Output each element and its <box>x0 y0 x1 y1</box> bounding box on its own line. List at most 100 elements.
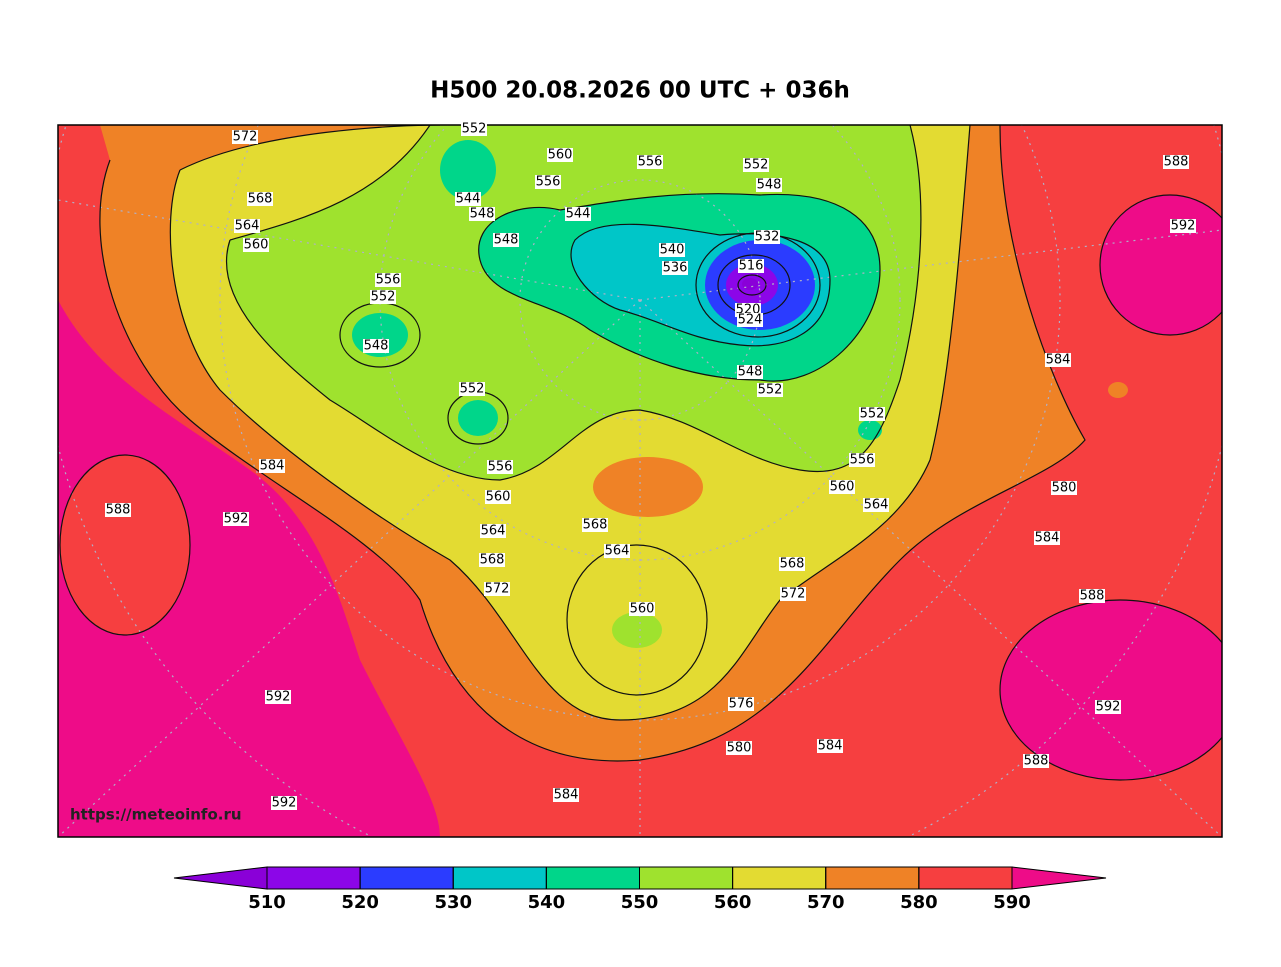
label-bg <box>370 290 396 304</box>
label-bg <box>259 459 285 473</box>
colorbar-segment <box>732 866 827 890</box>
label-bg <box>1079 589 1105 603</box>
contour-label: 564 <box>605 544 630 559</box>
label-bg <box>662 261 688 275</box>
colorbar-extend <box>1011 866 1107 890</box>
label-bg <box>629 602 655 616</box>
colorbar-tick-label: 590 <box>993 892 1031 913</box>
contour-label: 592 <box>266 690 291 705</box>
label-bg <box>737 365 763 379</box>
contour-label: 556 <box>850 453 875 468</box>
title: H500 20.08.2026 00 UTC + 036h <box>430 78 850 104</box>
contour-label: 516 <box>739 259 764 274</box>
contour-label: 548 <box>494 233 519 248</box>
contour-label: 556 <box>488 460 513 475</box>
contour-label: 556 <box>638 155 663 170</box>
label-bg <box>728 697 754 711</box>
field <box>612 612 662 648</box>
label-bg <box>829 480 855 494</box>
map-frame <box>57 124 1223 838</box>
label-bg <box>863 498 889 512</box>
contour-label: 544 <box>456 192 481 207</box>
colorbar-tick-label: 580 <box>900 892 938 913</box>
contour-label: 552 <box>860 407 885 422</box>
contour-label: 584 <box>818 739 843 754</box>
contour-label: 524 <box>738 313 763 328</box>
contour-label: 560 <box>830 480 855 495</box>
colorbar-tick-label: 550 <box>621 892 659 913</box>
contour-label: 548 <box>364 339 389 354</box>
field <box>440 140 496 200</box>
graticule <box>58 125 1222 837</box>
contour-label: 588 <box>106 503 131 518</box>
label-bg <box>726 741 752 755</box>
contour-label: 548 <box>738 365 763 380</box>
label-bg <box>265 690 291 704</box>
contour-label: 552 <box>744 158 769 173</box>
colorbar-tick-label: 570 <box>807 892 845 913</box>
label-bg <box>485 490 511 504</box>
label-bg <box>1170 219 1196 233</box>
label-bg <box>1095 700 1121 714</box>
contour-label: 532 <box>755 230 780 245</box>
contour-label: 584 <box>1046 353 1071 368</box>
label-bg <box>565 207 591 221</box>
contour-label: 556 <box>376 273 401 288</box>
label-bg <box>604 544 630 558</box>
contour-label: 592 <box>1171 219 1196 234</box>
contour-label: 568 <box>780 557 805 572</box>
colorbar-segment <box>639 866 734 890</box>
contour-label: 564 <box>481 524 506 539</box>
label-bg <box>1045 353 1071 367</box>
label-bg <box>582 518 608 532</box>
colorbar-tick-label: 510 <box>248 892 286 913</box>
label-bg <box>105 503 131 517</box>
contour-label: 572 <box>781 587 806 602</box>
field <box>1100 195 1222 335</box>
contour-label: 552 <box>460 382 485 397</box>
label-bg <box>859 407 885 421</box>
contour-label: 552 <box>371 290 396 305</box>
map-area <box>58 125 1222 837</box>
contour-label: 576 <box>729 697 754 712</box>
field <box>1108 382 1128 398</box>
field <box>858 420 882 440</box>
colorbar-segment <box>266 866 361 890</box>
contour-label: 580 <box>727 741 752 756</box>
label-bg <box>223 512 249 526</box>
contour-label: 544 <box>566 207 591 222</box>
label-bg <box>1034 531 1060 545</box>
contour-label: 548 <box>757 178 782 193</box>
colorbar-segment <box>359 866 454 890</box>
label-bg <box>479 553 505 567</box>
contour-label: 584 <box>260 459 285 474</box>
label-bg <box>849 453 875 467</box>
label-bg <box>756 178 782 192</box>
field <box>1000 600 1222 780</box>
label-bg <box>455 192 481 206</box>
field <box>60 455 190 635</box>
contour-label: 560 <box>630 602 655 617</box>
contour-label: 564 <box>864 498 889 513</box>
contour-label: 572 <box>233 130 258 145</box>
label-bg <box>461 122 487 136</box>
label-bg <box>780 587 806 601</box>
label-bg <box>480 524 506 538</box>
label-bg <box>243 238 269 252</box>
contour-label: 560 <box>548 148 573 163</box>
colorbar-tick-label: 530 <box>434 892 472 913</box>
contour-label: 552 <box>758 383 783 398</box>
label-bg <box>743 158 769 172</box>
label-bg <box>535 175 561 189</box>
contour-label: 584 <box>554 788 579 803</box>
label-bg <box>817 739 843 753</box>
contour-label: 588 <box>1164 155 1189 170</box>
contour-label: 592 <box>272 796 297 811</box>
contour-label: 568 <box>248 192 273 207</box>
label-bg <box>779 557 805 571</box>
label-bg <box>757 383 783 397</box>
colorbar-segment <box>918 866 1013 890</box>
label-bg <box>1163 155 1189 169</box>
contour-label: 560 <box>486 490 511 505</box>
